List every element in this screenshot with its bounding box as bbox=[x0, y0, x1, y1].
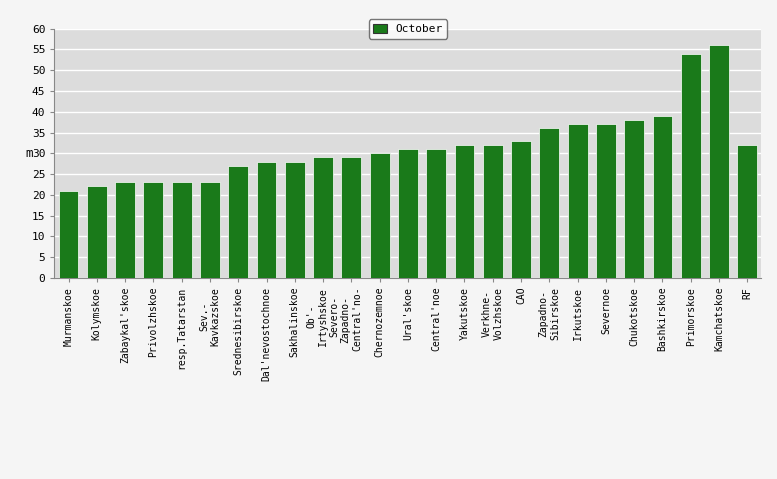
Legend: October: October bbox=[369, 19, 447, 39]
Bar bbox=[285, 161, 305, 278]
Bar bbox=[427, 149, 446, 278]
Bar bbox=[511, 141, 531, 278]
Bar bbox=[455, 145, 475, 278]
Bar bbox=[709, 46, 729, 278]
Bar bbox=[596, 124, 616, 278]
Bar bbox=[58, 191, 78, 278]
Bar bbox=[737, 145, 758, 278]
Bar bbox=[483, 145, 503, 278]
Bar bbox=[200, 182, 220, 278]
Bar bbox=[144, 182, 163, 278]
Bar bbox=[624, 120, 644, 278]
Bar bbox=[313, 158, 333, 278]
Bar bbox=[370, 153, 389, 278]
Bar bbox=[398, 149, 418, 278]
Bar bbox=[256, 161, 277, 278]
Bar bbox=[653, 116, 672, 278]
Bar bbox=[681, 54, 701, 278]
Bar bbox=[115, 182, 135, 278]
Bar bbox=[539, 128, 559, 278]
Bar bbox=[228, 166, 248, 278]
Y-axis label: m: m bbox=[26, 147, 33, 160]
Bar bbox=[341, 158, 361, 278]
Bar bbox=[172, 182, 192, 278]
Bar bbox=[568, 124, 587, 278]
Bar bbox=[87, 186, 106, 278]
